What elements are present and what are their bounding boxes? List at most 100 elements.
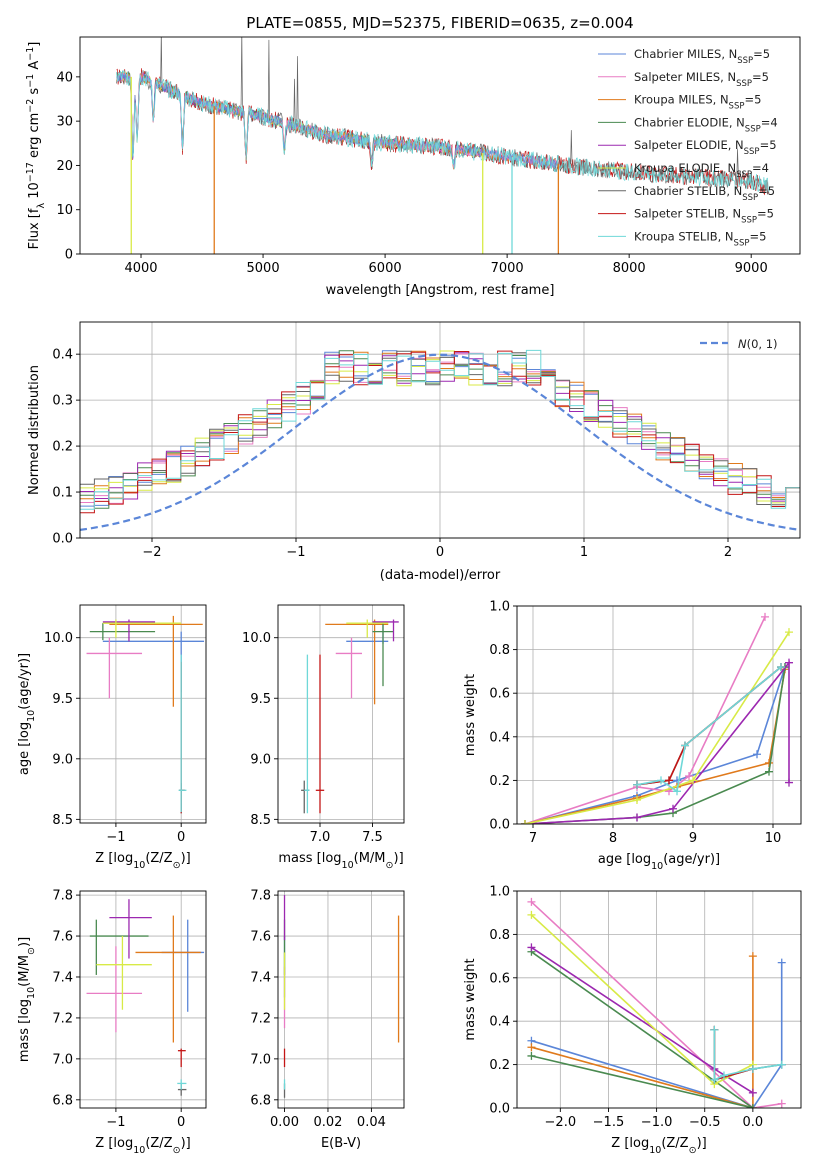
legend-entry: Kroupa STELIB, NSSP=5 — [634, 229, 766, 248]
x-tick-label: 6000 — [369, 261, 402, 276]
weight-marker — [777, 1099, 786, 1108]
x-tick-label: 10 — [765, 831, 782, 846]
y-tick-label: 0.4 — [489, 1015, 510, 1030]
weight-marker — [765, 758, 773, 767]
x-tick-label: 7000 — [491, 261, 524, 276]
weight-line — [524, 669, 786, 824]
x-tick-label: 1 — [580, 545, 588, 560]
x-tick-label: −1.0 — [641, 1115, 673, 1130]
weight-line — [531, 956, 754, 1108]
y-tick-label: 0.2 — [489, 774, 510, 789]
y-tick-label: 0.6 — [489, 971, 510, 986]
x-tick-label: −1 — [106, 830, 125, 845]
weight-marker — [633, 813, 641, 822]
legend-entry: Kroupa ELODIE, NSSP=4 — [634, 161, 769, 180]
x-tick-label: 0.02 — [313, 1115, 342, 1130]
y-tick-label: 10.0 — [242, 631, 271, 646]
axis-label: (data-model)/error — [380, 568, 501, 583]
x-tick-label: 0.04 — [357, 1115, 386, 1130]
age_vs_Z-frame — [79, 604, 207, 824]
weight-marker — [777, 958, 786, 967]
y-tick-label: 7.4 — [250, 970, 271, 985]
y-tick-label: 0.2 — [489, 1058, 510, 1073]
x-tick-label: −2 — [142, 545, 161, 560]
weight-marker — [527, 1051, 536, 1060]
weight-marker — [527, 943, 536, 952]
weight-marker — [785, 658, 793, 667]
weight-marker — [689, 776, 697, 785]
weight-line — [531, 962, 783, 1108]
weight-marker — [748, 1088, 757, 1097]
legend-entry: Chabrier ELODIE, NSSP=4 — [634, 115, 778, 134]
axis-label: mass weight — [463, 958, 478, 1040]
histogram-series — [80, 349, 800, 538]
axis-label: Z [log10(Z/Z⊙)] — [611, 1136, 706, 1156]
y-tick-label: 10 — [56, 203, 73, 218]
y-tick-label: 0.8 — [489, 643, 510, 658]
y-tick-label: 7.2 — [250, 1011, 271, 1026]
age_vs_Z-points — [86, 615, 205, 814]
weight-marker — [748, 1104, 757, 1108]
legend-entry: Salpeter STELIB, NSSP=5 — [634, 207, 774, 226]
weight-marker — [777, 663, 785, 672]
weight-marker — [761, 612, 769, 621]
y-tick-label: 7.6 — [52, 930, 73, 945]
weight-line — [530, 951, 754, 1108]
mass_vs_EBV-axes: 0.00 0.02 0.04 6.8 7.0 7.2 7.4 7.6 7.8 — [250, 889, 404, 1130]
weight-line — [530, 901, 782, 1108]
histogram-steps — [80, 349, 800, 538]
weight-line — [524, 666, 786, 824]
spectrum-axes: 4000 5000 6000 7000 8000 9000 0 10 20 30 40 — [56, 70, 767, 276]
x-tick-label: 0.0 — [743, 1115, 764, 1130]
weight-marker — [785, 628, 793, 637]
y-tick-label: 0.4 — [489, 730, 510, 745]
weight-marker — [719, 1071, 728, 1080]
mass_vs_EBV-points — [283, 895, 400, 1098]
x-tick-label: −1 — [106, 1115, 125, 1130]
y-tick-label: 40 — [56, 70, 73, 85]
age_vs_Z-axes: −1 0 8.5 9.0 9.5 10.0 — [44, 605, 206, 845]
weight-line — [524, 660, 790, 824]
legend-entry: N(0, 1) — [738, 337, 778, 351]
weight-marker — [657, 776, 665, 785]
residuals-frame — [79, 321, 801, 539]
x-tick-label: 7.0 — [310, 830, 331, 845]
histogram-legend: N(0, 1) — [700, 337, 778, 351]
y-tick-label: 0.3 — [52, 394, 73, 409]
y-tick-label: 0.6 — [489, 687, 510, 702]
weight-marker — [673, 787, 681, 796]
x-tick-label: −1 — [286, 545, 305, 560]
weight-marker — [633, 780, 641, 789]
y-tick-label: 9.5 — [250, 692, 271, 707]
axis-label: mass [log10(M/M⊙)] — [278, 851, 403, 871]
weight-marker — [633, 796, 641, 805]
legend-entry: Kroupa MILES, NSSP=5 — [634, 93, 761, 112]
y-tick-label: 1.0 — [489, 885, 510, 900]
y-tick-label: 9.5 — [52, 692, 73, 707]
y-tick-label: 0.1 — [52, 486, 73, 501]
weight-line — [524, 631, 790, 824]
y-tick-label: 1.0 — [489, 600, 510, 615]
legend-entry: Chabrier MILES, NSSP=5 — [634, 47, 770, 66]
weight-marker — [765, 767, 773, 776]
x-tick-label: 0 — [436, 545, 444, 560]
weight-marker — [785, 778, 793, 787]
y-tick-label: 20 — [56, 159, 73, 174]
weight-marker — [521, 820, 529, 824]
axis-label: E(B-V) — [321, 1136, 361, 1151]
x-tick-label: 0 — [177, 1115, 185, 1130]
y-tick-label: 7.4 — [52, 970, 73, 985]
y-tick-label: 7.8 — [52, 889, 73, 904]
weight-marker — [748, 1064, 757, 1073]
y-tick-label: 0.4 — [52, 348, 73, 363]
y-tick-label: 0.0 — [52, 532, 73, 547]
mass_vs_Z-frame — [79, 890, 207, 1109]
weight_vs_age-lines — [521, 612, 793, 824]
axis-label: age [log10(age/yr)] — [598, 852, 720, 872]
x-tick-label: 4000 — [124, 261, 157, 276]
axis-label: Normed distribution — [27, 365, 42, 495]
y-tick-label: 7.2 — [52, 1011, 73, 1026]
x-tick-label: 5000 — [247, 261, 280, 276]
x-tick-label: −2.0 — [545, 1115, 577, 1130]
